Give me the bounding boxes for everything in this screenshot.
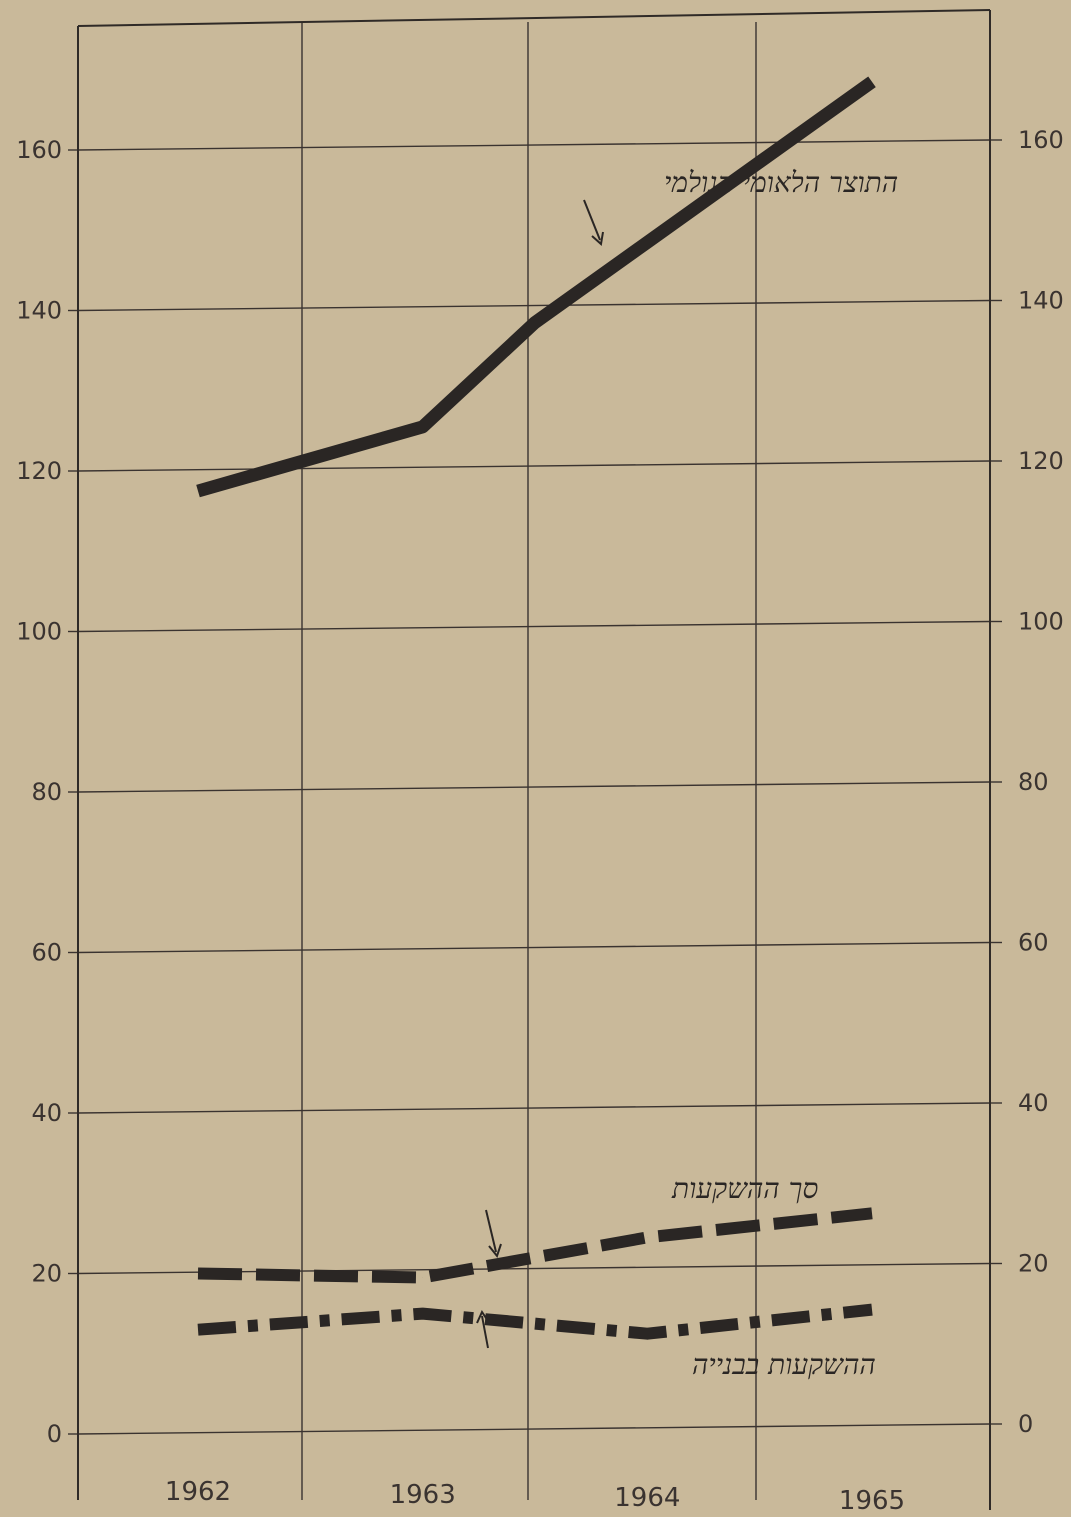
ytick-label-right-60: 60 — [1018, 929, 1049, 957]
series-line-1 — [196, 76, 876, 498]
arrow-construction-investment — [481, 1315, 489, 1349]
xtick-label-1965: 1965 — [839, 1486, 905, 1516]
series-label-total-investment: סך ההשקעות — [671, 1172, 818, 1205]
label-arrows — [476, 199, 604, 1349]
gridline-h-140 — [77, 299, 991, 312]
axes: 0 0 20 20 40 40 60 60 80 80 100 100 120 120 140 140 160 1… — [16, 9, 1064, 1516]
series-label-gnp: התוצר הלאומי הגולמי — [664, 166, 898, 199]
ytick-label-left-20: 20 — [31, 1260, 62, 1288]
arrow-total-investment — [485, 1209, 497, 1253]
gridline-h-160 — [77, 139, 991, 151]
xtick-label-1964: 1964 — [614, 1483, 680, 1513]
ytick-label-left-160: 160 — [16, 136, 62, 164]
top-border — [77, 9, 991, 27]
xtick-label-1963: 1963 — [390, 1480, 456, 1510]
arrow-construction-investment-head — [476, 1309, 489, 1324]
ytick-label-left-100: 100 — [16, 618, 62, 646]
xtick-label-1962: 1962 — [165, 1477, 231, 1507]
ytick-label-right-80: 80 — [1018, 768, 1049, 796]
arrow-total-investment-head — [488, 1243, 502, 1259]
arrow-gnp — [583, 199, 601, 241]
gridline-h-100 — [77, 620, 991, 633]
arrow-gnp-head — [591, 231, 604, 246]
ytick-label-left-60: 60 — [31, 939, 62, 967]
gridline-h-120 — [77, 460, 991, 472]
gridline-h-40 — [77, 1102, 991, 1114]
series-line-2 — [197, 1207, 873, 1284]
gridline-h-0 — [77, 1423, 991, 1435]
series-line-3 — [197, 1303, 873, 1340]
ytick-label-right-40: 40 — [1018, 1089, 1049, 1117]
ytick-label-left-120: 120 — [16, 457, 62, 485]
ytick-label-right-0: 0 — [1018, 1410, 1033, 1438]
ytick-label-left-80: 80 — [31, 778, 62, 806]
gridline-h-80 — [77, 781, 991, 793]
ytick-label-right-140: 140 — [1018, 287, 1064, 315]
series-label-construction-investment: ההשקעות בבנייה — [692, 1348, 876, 1381]
ytick-label-right-100: 100 — [1018, 608, 1064, 636]
ytick-label-left-40: 40 — [31, 1099, 62, 1127]
ytick-label-right-20: 20 — [1018, 1250, 1049, 1278]
series-lines — [196, 76, 876, 1340]
series-labels: התוצר הלאומי הגולמי סך ההשקעות ההשקעות ב… — [664, 166, 898, 1381]
ytick-label-left-0: 0 — [47, 1420, 62, 1448]
ytick-label-right-120: 120 — [1018, 447, 1064, 475]
ytick-label-left-140: 140 — [16, 297, 62, 325]
ytick-label-right-160: 160 — [1018, 126, 1064, 154]
gridline-h-60 — [77, 941, 991, 954]
